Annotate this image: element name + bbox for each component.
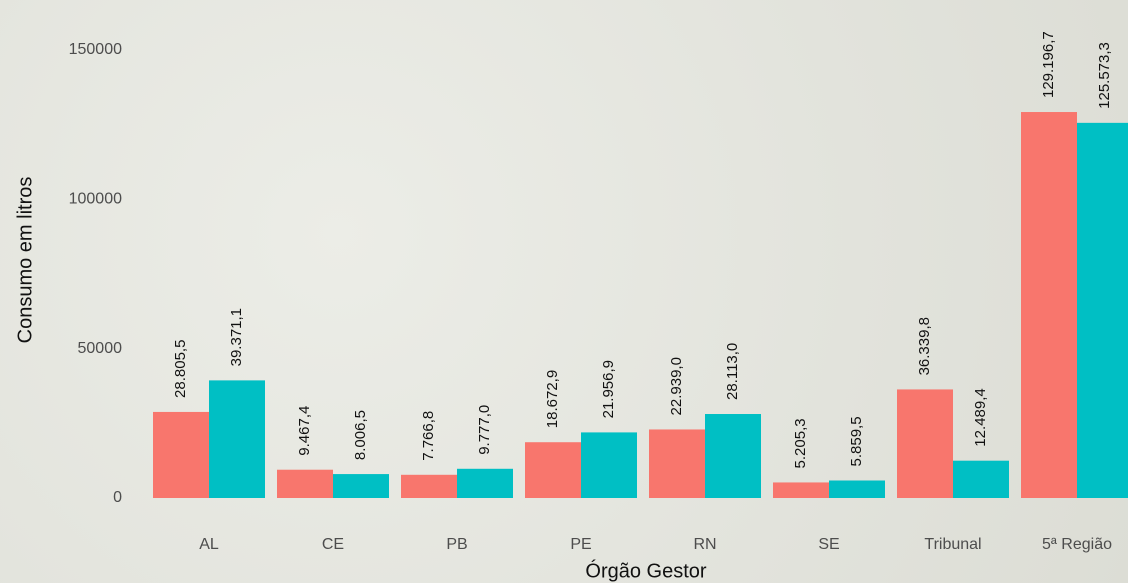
x-tick-label: PB (446, 536, 467, 553)
y-tick-label: 100000 (69, 190, 122, 207)
value-label: 9.467,4 (296, 406, 313, 456)
bar (333, 474, 389, 498)
x-tick-label: SE (818, 536, 839, 553)
bar (829, 480, 885, 498)
y-axis-title: Consumo em litros (14, 177, 36, 344)
value-label: 39.371,1 (228, 308, 245, 366)
value-label: 18.672,9 (544, 370, 561, 428)
bar (581, 432, 637, 498)
value-label: 28.113,0 (724, 343, 741, 400)
bar (457, 468, 513, 498)
value-label: 21.956,9 (600, 360, 617, 418)
x-tick-label: CE (322, 536, 344, 553)
bar (277, 469, 333, 498)
bar (209, 380, 265, 498)
value-label: 12.489,4 (972, 388, 989, 446)
value-label: 9.777,0 (476, 405, 493, 455)
y-tick-label: 150000 (69, 41, 122, 58)
value-label: 22.939,0 (668, 357, 685, 415)
bar (401, 474, 457, 498)
bar (525, 442, 581, 498)
bar (649, 429, 705, 498)
x-tick-label: PE (570, 536, 591, 553)
y-tick-label: 0 (113, 489, 122, 506)
bar (897, 389, 953, 498)
bar (705, 414, 761, 498)
bar (1077, 122, 1128, 499)
value-label: 5.859,5 (848, 416, 865, 466)
x-tick-label: AL (199, 536, 219, 553)
x-tick-label: Tribunal (924, 536, 981, 553)
y-tick-label: 50000 (78, 340, 123, 357)
x-tick-label: 5ª Região (1042, 536, 1112, 553)
bar (773, 482, 829, 498)
bar (153, 411, 209, 498)
value-label: 7.766,8 (420, 411, 437, 461)
value-label: 36.339,8 (916, 317, 933, 375)
bar (1021, 112, 1077, 499)
value-label: 8.006,5 (352, 410, 369, 460)
value-label: 125.573,3 (1096, 42, 1113, 109)
x-tick-label: RN (693, 536, 716, 553)
value-label: 5.205,3 (792, 418, 809, 468)
x-axis-title: Órgão Gestor (585, 559, 707, 582)
bar (953, 460, 1009, 498)
value-label: 28.805,5 (172, 340, 189, 398)
value-label: 129.196,7 (1040, 31, 1057, 98)
